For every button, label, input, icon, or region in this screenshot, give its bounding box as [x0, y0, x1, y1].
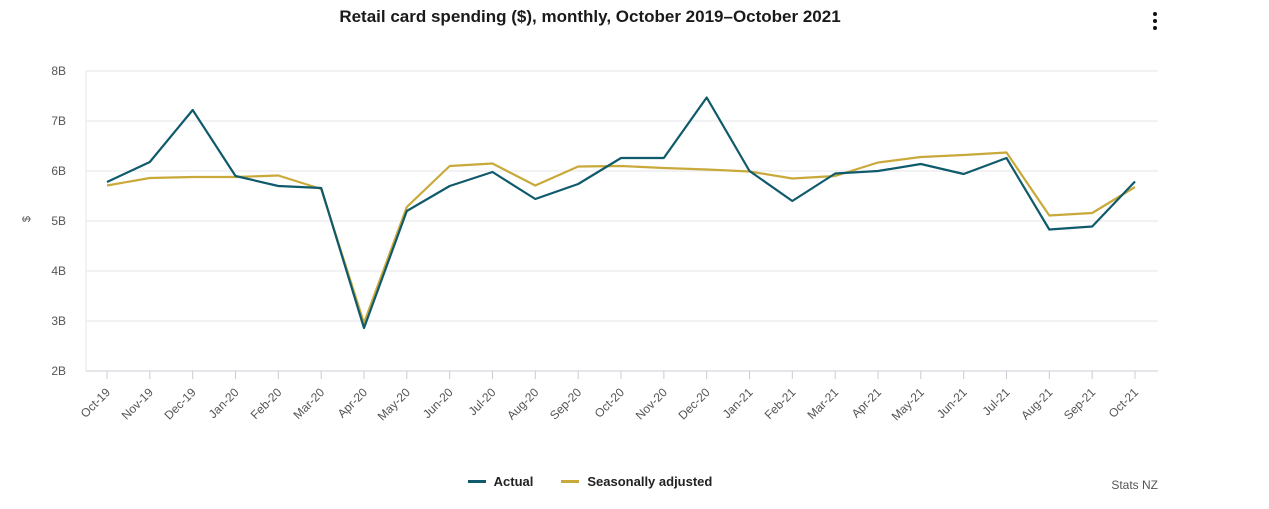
- legend-item-seasonally-adjusted[interactable]: Seasonally adjusted: [561, 474, 712, 489]
- x-tick-label: Nov-20: [633, 385, 670, 422]
- x-tick-label: Apr-21: [849, 385, 885, 421]
- y-tick-label: 8B: [51, 64, 66, 78]
- legend-swatch-seasonally-adjusted: [561, 480, 580, 483]
- y-tick-label: 7B: [51, 114, 66, 128]
- chart-title: Retail card spending ($), monthly, Octob…: [339, 7, 841, 26]
- x-tick-label: Jul-21: [980, 385, 1013, 418]
- x-tick-label: Dec-20: [676, 385, 713, 422]
- menu-dot: [1153, 19, 1157, 23]
- y-tick-label: 2B: [51, 364, 66, 378]
- legend: Actual Seasonally adjusted: [0, 474, 1180, 489]
- x-tick-label: Mar-21: [805, 385, 842, 422]
- x-tick-label: Aug-21: [1018, 385, 1055, 422]
- x-tick-label: Mar-20: [291, 385, 328, 422]
- legend-swatch-actual: [467, 480, 486, 483]
- x-tick-label: Jun-20: [420, 385, 456, 421]
- x-tick-label: Nov-19: [119, 385, 156, 422]
- y-tick-label: 6B: [51, 164, 66, 178]
- x-tick-label: Feb-21: [762, 385, 799, 422]
- y-tick-label: 5B: [51, 214, 66, 228]
- x-tick-label: May-21: [889, 385, 927, 423]
- series-line-seasonally-adjusted: [106, 151, 1136, 325]
- x-tick-label: Aug-20: [504, 385, 541, 422]
- x-tick-label: Oct-20: [592, 385, 628, 421]
- x-tick-label: Sep-20: [547, 385, 584, 422]
- menu-dot: [1153, 26, 1157, 30]
- vertical-ellipsis-icon: [1153, 12, 1157, 16]
- source-credit[interactable]: Stats NZ: [1111, 478, 1158, 492]
- x-tick-label: Jun-21: [934, 385, 970, 421]
- x-tick-label: Apr-20: [335, 385, 371, 421]
- x-tick-label: Dec-19: [162, 385, 199, 422]
- chart-menu-button[interactable]: [1146, 10, 1164, 36]
- y-tick-label: 3B: [51, 314, 66, 328]
- legend-label-seasonally-adjusted: Seasonally adjusted: [587, 474, 713, 489]
- x-tick-label: Jul-20: [466, 385, 499, 418]
- x-tick-label: Sep-21: [1061, 385, 1098, 422]
- x-tick-label: Oct-21: [1106, 385, 1142, 421]
- x-tick-label: May-20: [375, 385, 413, 423]
- legend-item-actual[interactable]: Actual: [467, 474, 534, 489]
- x-tick-label: Feb-20: [248, 385, 285, 422]
- series-line-actual: [106, 96, 1136, 330]
- legend-label-actual: Actual: [493, 474, 534, 489]
- x-tick-label: Oct-19: [78, 385, 114, 421]
- y-tick-label: 4B: [51, 264, 66, 278]
- x-tick-label: Jan-20: [206, 385, 242, 421]
- x-tick-label: Jan-21: [720, 385, 756, 421]
